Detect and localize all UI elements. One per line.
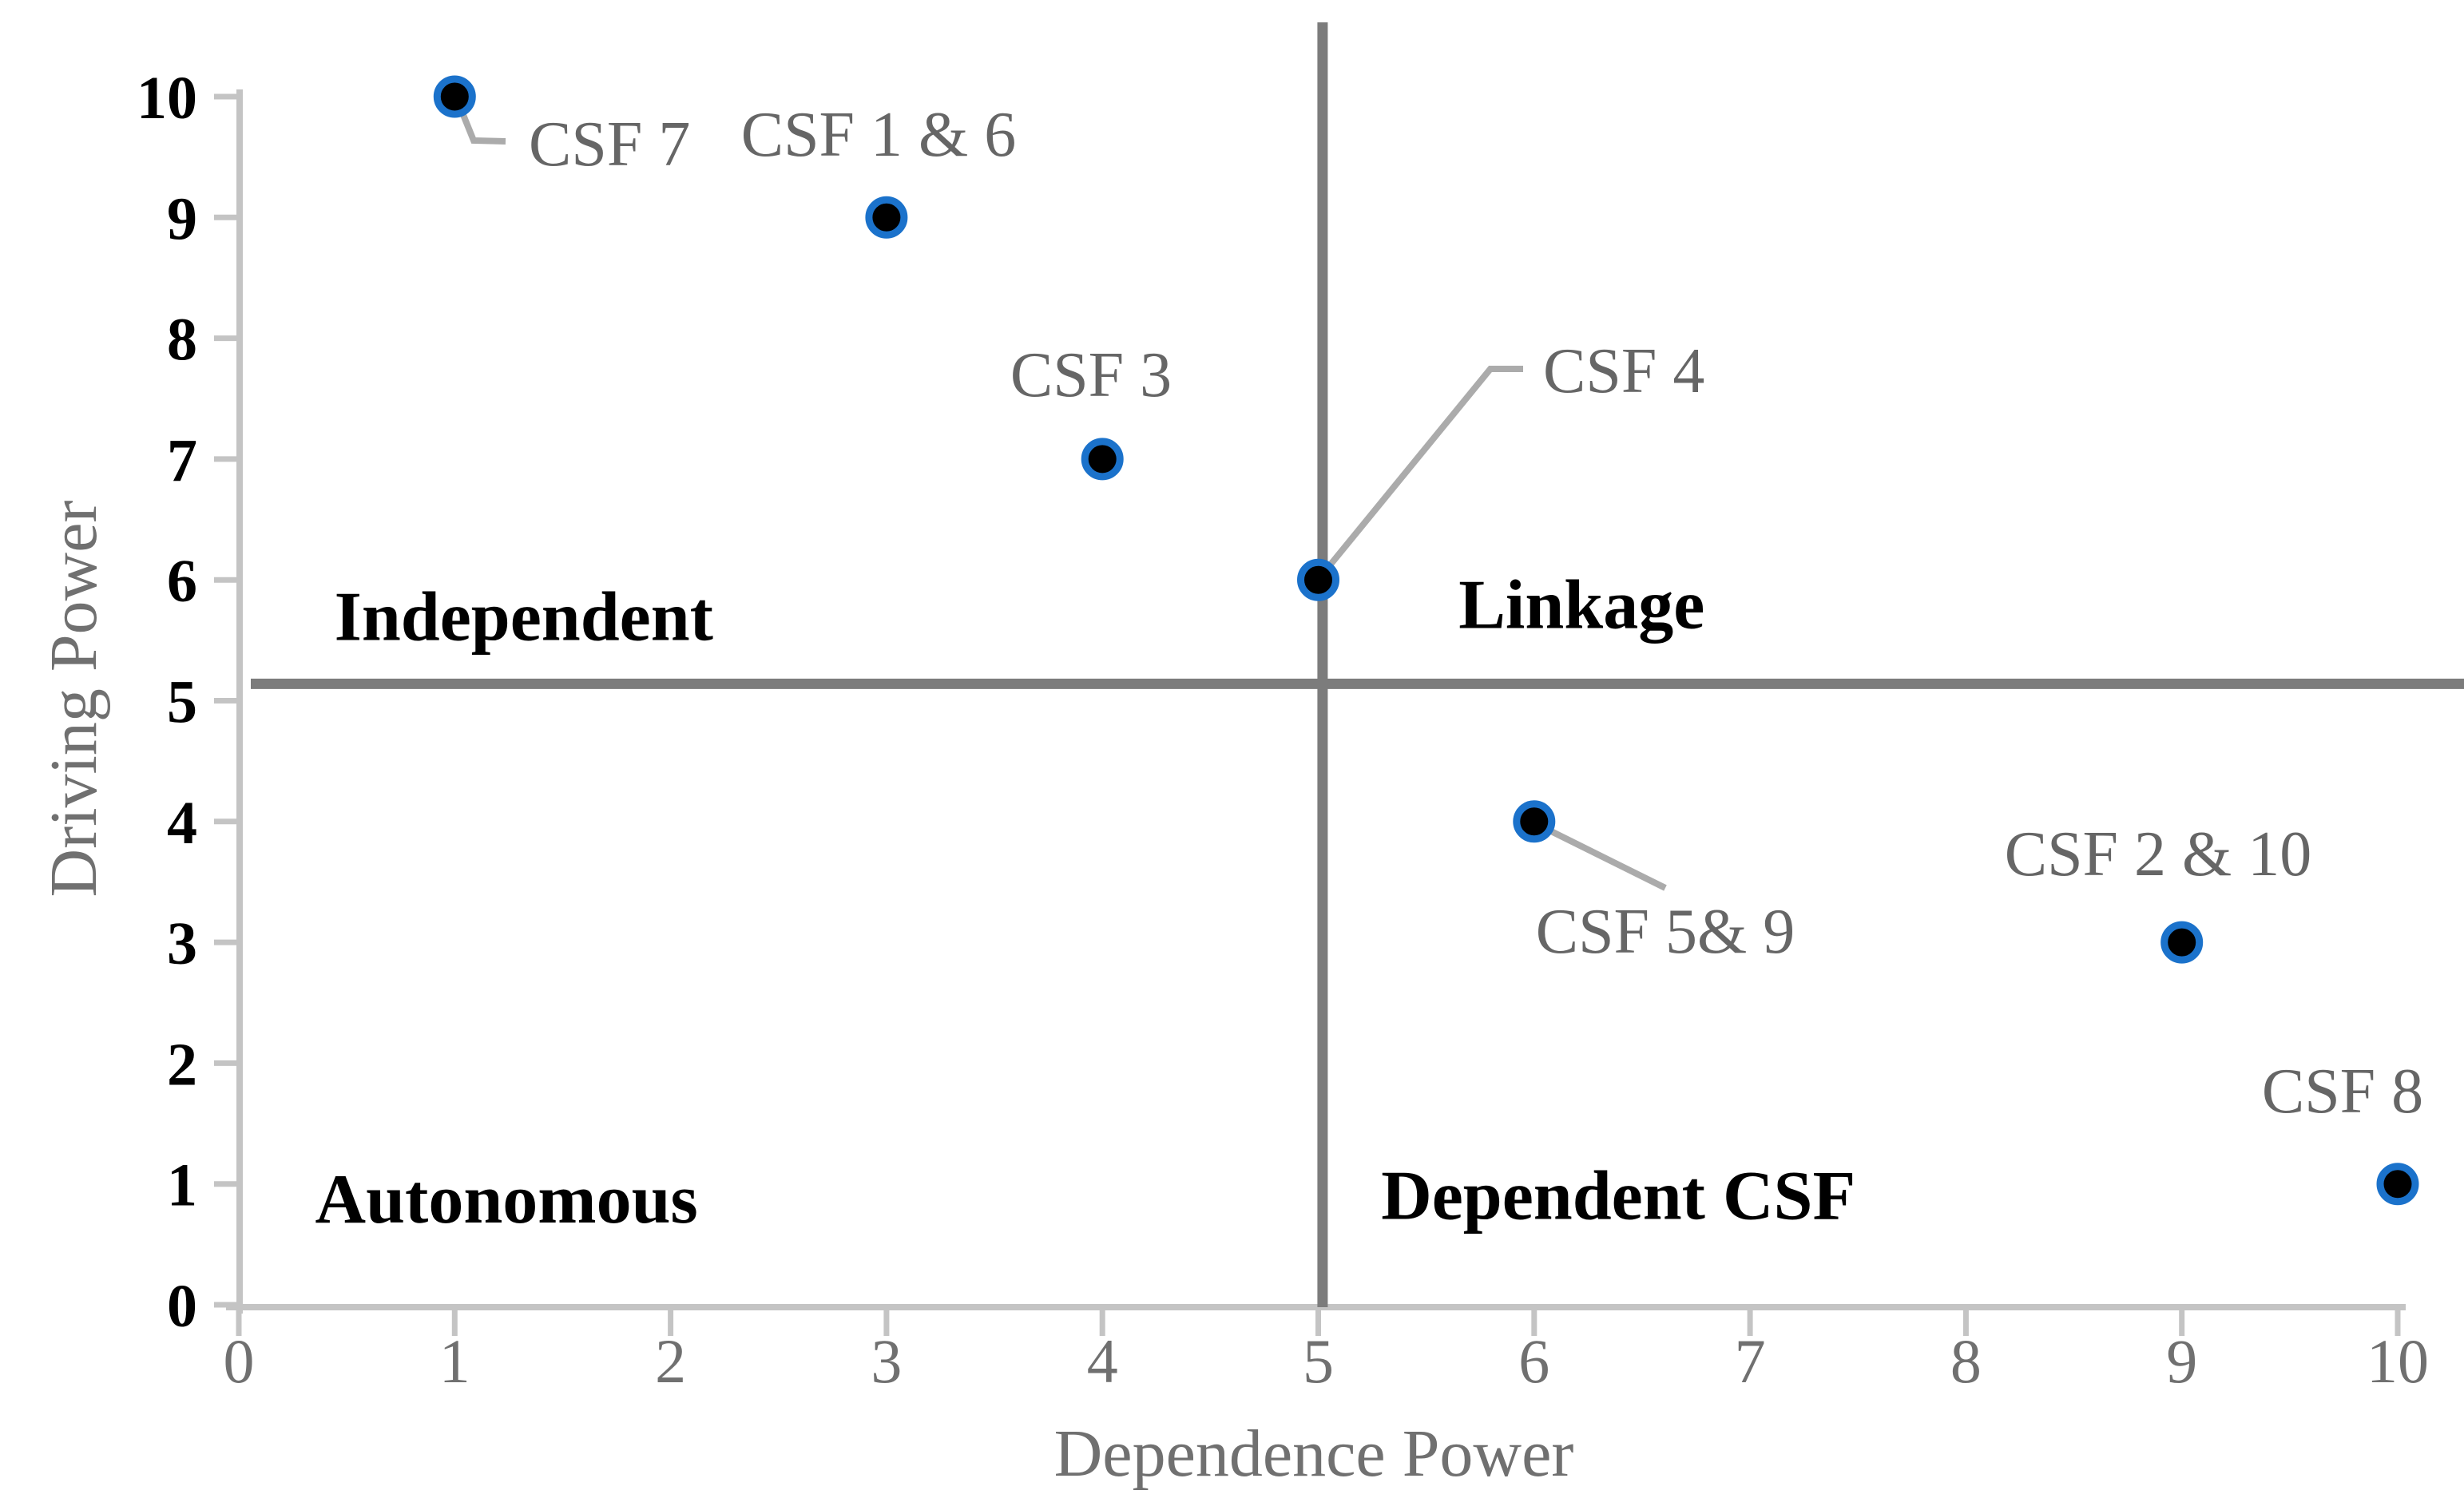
x-axis-title: Dependence Power	[1054, 1417, 1574, 1491]
data-point-csf-7	[433, 75, 476, 118]
y-tick-label: 9	[167, 185, 197, 252]
data-point-csf-4	[1297, 558, 1339, 601]
quadrant-label-dependent-csf: Dependent CSF	[1381, 1157, 1855, 1235]
data-point-csf-1-6	[865, 196, 908, 239]
y-tick-label: 0	[167, 1273, 197, 1340]
data-point-csf-3	[1081, 438, 1124, 481]
plot-area: 0 1 2 3 4 5 6 7 8 9 10 0 1 2 3 4 5 6 7 8 9 10 Independent Linka…	[137, 22, 2464, 1396]
x-tick-label: 3	[871, 1326, 902, 1396]
x-tick-label: 10	[2367, 1326, 2429, 1396]
x-tick-label: 5	[1303, 1326, 1334, 1396]
x-tick-label: 2	[655, 1326, 686, 1396]
y-tick-label: 7	[167, 427, 197, 494]
x-tick-label: 7	[1735, 1326, 1766, 1396]
point-label-csf-5-9: CSF 5& 9	[1536, 897, 1795, 967]
y-axis-title: Driving Power	[37, 501, 111, 898]
x-tick-label: 1	[439, 1326, 470, 1396]
point-label-csf-7: CSF 7	[529, 109, 690, 180]
x-tick-label: 9	[2166, 1326, 2197, 1396]
point-label-csf-1-6: CSF 1 & 6	[741, 100, 1017, 170]
quadrant-label-independent: Independent	[335, 579, 713, 656]
y-tick-label: 6	[167, 548, 197, 615]
quadrant-label-autonomous: Autonomous	[315, 1161, 698, 1238]
x-tick-label: 4	[1087, 1326, 1118, 1396]
x-tick-label: 6	[1518, 1326, 1549, 1396]
y-tick-label: 3	[167, 910, 197, 977]
point-label-csf-2-10: CSF 2 & 10	[2005, 819, 2312, 890]
y-tick-label: 8	[167, 307, 197, 374]
y-tick-label: 2	[167, 1031, 197, 1098]
point-label-csf-8: CSF 8	[2262, 1056, 2423, 1127]
point-label-csf-4: CSF 4	[1543, 336, 1704, 406]
y-tick-label: 4	[167, 790, 197, 857]
y-tick-label: 5	[167, 669, 197, 736]
point-label-csf-3: CSF 3	[1010, 340, 1172, 410]
data-point-csf-5-9	[1513, 800, 1556, 843]
leader-line-csf-4	[1319, 366, 1523, 577]
quadrant-label-linkage: Linkage	[1458, 566, 1704, 644]
y-tick-label: 1	[167, 1152, 197, 1219]
y-tick-label: 10	[137, 65, 197, 132]
x-tick-label: 0	[224, 1326, 255, 1396]
x-tick-label: 8	[1950, 1326, 1982, 1396]
data-point-csf-8	[2376, 1163, 2419, 1206]
data-point-csf-2-10	[2160, 921, 2204, 964]
leader-line-csf-5-9	[1538, 822, 1667, 891]
